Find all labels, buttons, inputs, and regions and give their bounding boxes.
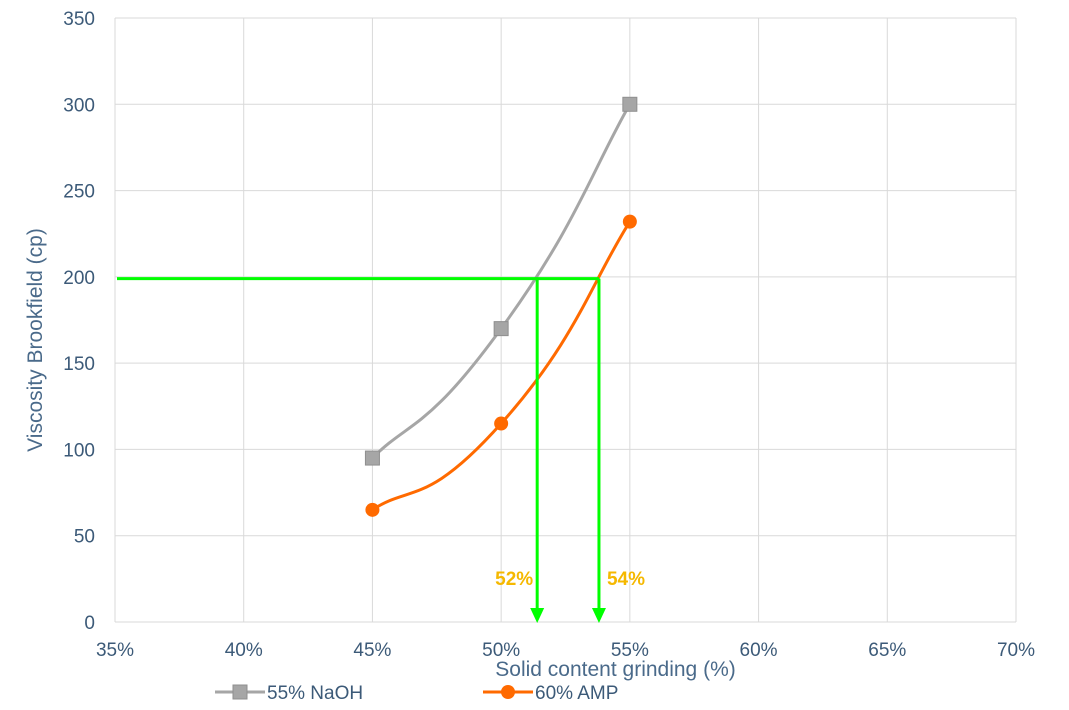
drop-arrowhead — [530, 608, 545, 623]
y-axis-ticks: 0 50 100 150 200 250 300 350 — [63, 9, 95, 634]
data-point-circle — [494, 416, 509, 431]
y-tick-label: 150 — [63, 354, 95, 375]
x-tick-label: 45% — [353, 640, 391, 661]
data-point-square — [364, 450, 380, 466]
x-tick-label: 55% — [611, 640, 649, 661]
drop-label: 52% — [495, 569, 533, 590]
data-point-square — [493, 321, 509, 337]
x-axis-ticks: 35% 40% 45% 50% 55% 60% 65% 70% — [96, 640, 1035, 661]
y-axis-title: Viscosity Brookfield (cp) — [24, 228, 47, 452]
drop-label: 54% — [607, 569, 645, 590]
data-point-circle — [622, 214, 637, 229]
data-point-square — [622, 96, 638, 112]
y-tick-label: 0 — [84, 613, 95, 634]
data-point-circle — [365, 502, 380, 517]
x-tick-label: 40% — [225, 640, 263, 661]
x-tick-label: 50% — [482, 640, 520, 661]
y-tick-label: 200 — [63, 268, 95, 289]
legend-label: 55% NaOH — [267, 683, 363, 704]
drop-arrowhead — [591, 608, 606, 623]
threshold-annotations: 52% 54% — [117, 277, 645, 623]
legend-marker-square — [232, 684, 248, 700]
x-tick-label: 60% — [740, 640, 778, 661]
y-tick-label: 100 — [63, 440, 95, 461]
x-tick-label: 35% — [96, 640, 134, 661]
data-series — [364, 96, 638, 517]
legend-label: 60% AMP — [535, 683, 618, 704]
gridlines — [114, 17, 1017, 623]
x-tick-label: 70% — [997, 640, 1035, 661]
y-tick-label: 350 — [63, 9, 95, 30]
y-tick-label: 50 — [74, 527, 95, 548]
legend: 55% NaOH 60% AMP — [215, 683, 618, 704]
legend-marker-circle — [501, 685, 515, 699]
y-tick-label: 300 — [63, 95, 95, 116]
x-tick-label: 65% — [868, 640, 906, 661]
x-axis-title: Solid content grinding (%) — [495, 658, 735, 681]
y-tick-label: 250 — [63, 182, 95, 203]
